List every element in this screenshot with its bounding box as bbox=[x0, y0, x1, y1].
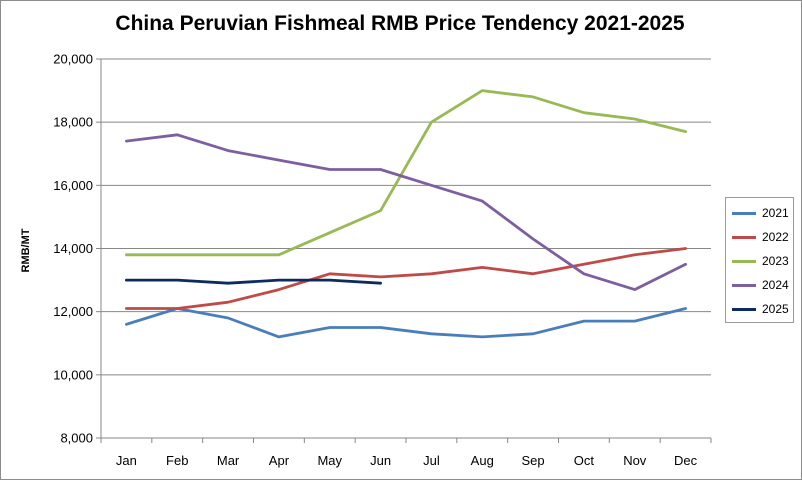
legend-swatch bbox=[732, 284, 756, 287]
y-tick-label: 12,000 bbox=[53, 304, 93, 319]
y-tick-label: 16,000 bbox=[53, 178, 93, 193]
x-tick-label: Feb bbox=[166, 453, 188, 468]
x-tick-label: Oct bbox=[574, 453, 595, 468]
legend-item: 2021 bbox=[732, 205, 792, 221]
legend-item: 2025 bbox=[732, 301, 792, 317]
legend-swatch bbox=[732, 260, 756, 263]
legend-label: 2021 bbox=[762, 206, 789, 220]
x-tick-label: Aug bbox=[471, 453, 494, 468]
x-tick-label: Nov bbox=[623, 453, 647, 468]
x-tick-label: Jan bbox=[116, 453, 137, 468]
legend-swatch bbox=[732, 308, 756, 311]
legend-label: 2022 bbox=[762, 230, 789, 244]
legend-label: 2023 bbox=[762, 254, 789, 268]
x-tick-label: Dec bbox=[674, 453, 698, 468]
y-axis-label: RMB/MT bbox=[20, 228, 32, 272]
legend-label: 2024 bbox=[762, 278, 789, 292]
y-tick-label: 20,000 bbox=[53, 52, 93, 67]
x-tick-label: May bbox=[317, 453, 342, 468]
legend-label: 2025 bbox=[762, 302, 789, 316]
y-tick-label: 8,000 bbox=[60, 431, 93, 446]
legend-swatch bbox=[732, 212, 756, 215]
legend-item: 2024 bbox=[732, 277, 792, 293]
series-line-2021 bbox=[125, 307, 687, 339]
x-tick-label: Jun bbox=[370, 453, 391, 468]
x-tick-label: Sep bbox=[522, 453, 545, 468]
x-tick-label: Jul bbox=[423, 453, 440, 468]
legend: 2021 2022 2023 2024 2025 bbox=[725, 197, 794, 323]
x-tick-label: Apr bbox=[269, 453, 290, 468]
y-tick-label: 14,000 bbox=[53, 241, 93, 256]
legend-swatch bbox=[732, 236, 756, 239]
series-line-2023 bbox=[125, 89, 687, 257]
legend-item: 2023 bbox=[732, 253, 792, 269]
series-line-2022 bbox=[125, 247, 687, 310]
series-line-2024 bbox=[125, 133, 687, 292]
y-tick-label: 10,000 bbox=[53, 367, 93, 382]
series-line-2025 bbox=[125, 278, 383, 285]
x-tick-label: Mar bbox=[217, 453, 240, 468]
y-tick-label: 18,000 bbox=[53, 115, 93, 130]
legend-item: 2022 bbox=[732, 229, 792, 245]
chart-title: China Peruvian Fishmeal RMB Price Tenden… bbox=[115, 12, 685, 35]
